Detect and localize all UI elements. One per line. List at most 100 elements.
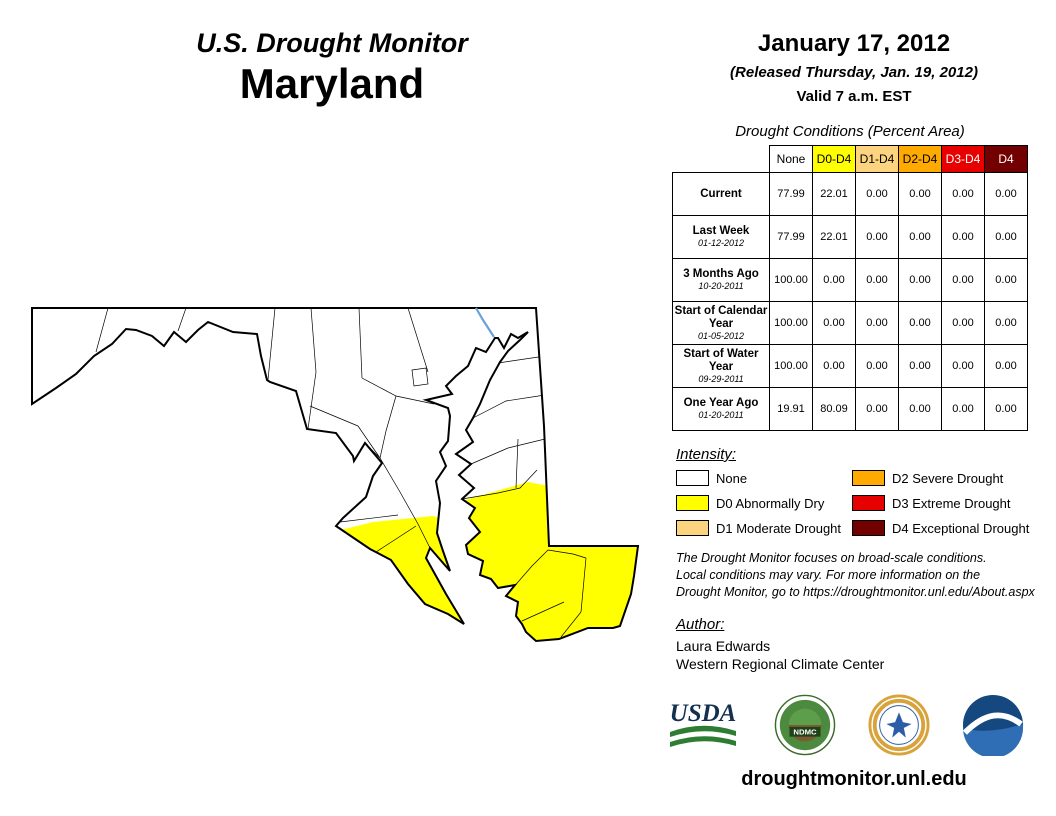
county-boundaries	[95, 308, 587, 638]
cell-value: 0.00	[984, 344, 1028, 388]
cell-value: 0.00	[941, 215, 985, 259]
cell-value: 0.00	[855, 258, 899, 302]
author-affiliation: Western Regional Climate Center	[676, 656, 885, 672]
susquehanna-river	[475, 307, 495, 338]
legend-swatch-d2	[852, 470, 885, 486]
col-header-d3-d4: D3-D4	[941, 145, 985, 173]
table-corner-cell	[673, 146, 770, 173]
d0-region-southern-maryland	[324, 516, 474, 641]
legend-label: D0 Abnormally Dry	[716, 496, 825, 511]
legend-item-d0: D0 Abnormally Dry	[676, 495, 846, 512]
table-row-start-calendar-year: Start of Calendar Year 01-05-2012 100.00 …	[672, 301, 1028, 345]
cell-value: 0.00	[812, 258, 856, 302]
cell-value: 19.91	[769, 387, 813, 431]
cell-value: 0.00	[984, 301, 1028, 345]
footer-url: droughtmonitor.unl.edu	[741, 768, 967, 790]
legend-label: None	[716, 471, 748, 486]
cell-value: 0.00	[855, 172, 899, 216]
cell-value: 0.00	[941, 258, 985, 302]
legend-swatch-d0	[676, 495, 709, 511]
cell-value: 77.99	[769, 172, 813, 216]
cell-value: 22.01	[812, 215, 856, 259]
legend-item-none: None	[676, 470, 846, 487]
noaa-logo	[962, 694, 1024, 756]
author-heading: Author:	[676, 616, 725, 633]
disclaimer-line: Local conditions may vary. For more info…	[676, 568, 981, 582]
legend-item-d4: D4 Exceptional Drought	[852, 520, 1032, 537]
legend-item-d2: D2 Severe Drought	[852, 470, 1032, 487]
cell-value: 0.00	[898, 215, 942, 259]
cell-value: 80.09	[812, 387, 856, 431]
cell-value: 0.00	[984, 258, 1028, 302]
legend-label: D1 Moderate Drought	[716, 521, 842, 536]
col-header-d4: D4	[984, 145, 1028, 173]
drought-conditions-table: None D0-D4 D1-D4 D2-D4 D3-D4 D4 Current …	[672, 145, 1028, 431]
cell-value: 0.00	[898, 172, 942, 216]
table-title: Drought Conditions (Percent Area)	[735, 123, 965, 140]
table-row-current: Current 77.99 22.01 0.00 0.00 0.00 0.00	[672, 172, 1028, 216]
cell-value: 0.00	[984, 172, 1028, 216]
cell-value: 77.99	[769, 215, 813, 259]
table-row-start-water-year: Start of Water Year 09-29-2011 100.00 0.0…	[672, 344, 1028, 388]
row-date: 10-20-2011	[698, 281, 744, 291]
row-label: Start of Calendar Year	[674, 304, 768, 330]
cell-value: 0.00	[941, 301, 985, 345]
valid-time: Valid 7 a.m. EST	[796, 88, 912, 105]
cell-value: 100.00	[769, 344, 813, 388]
cell-value: 0.00	[855, 215, 899, 259]
map-date: January 17, 2012	[757, 30, 951, 57]
row-date: 01-12-2012	[697, 238, 745, 248]
cell-value: 0.00	[855, 301, 899, 345]
state-outline	[31, 307, 640, 643]
legend-swatch-d4	[852, 520, 885, 536]
cell-value: 0.00	[898, 344, 942, 388]
legend-title: Intensity:	[676, 446, 737, 463]
cell-value: 0.00	[855, 387, 899, 431]
cell-value: 100.00	[769, 301, 813, 345]
cell-value: 0.00	[898, 258, 942, 302]
row-date: 09-29-2011	[698, 373, 744, 384]
table-row-3-months-ago: 3 Months Ago 10-20-2011 100.00 0.00 0.00 …	[672, 258, 1028, 302]
legend-item-d3: D3 Extreme Drought	[852, 495, 1032, 512]
ndmc-label: NDMC	[793, 728, 817, 737]
cell-value: 0.00	[984, 215, 1028, 259]
row-date: 01-20-2011	[698, 410, 744, 420]
cell-value: 0.00	[941, 387, 985, 431]
cell-value: 0.00	[941, 172, 985, 216]
report-title: U.S. Drought Monitor	[196, 28, 468, 58]
ndmc-logo: NDMC	[774, 694, 836, 756]
row-date: 01-05-2012	[697, 330, 745, 341]
author-name: Laura Edwards	[676, 638, 771, 654]
legend-label: D4 Exceptional Drought	[892, 521, 1030, 536]
table-row-last-week: Last Week 01-12-2012 77.99 22.01 0.00 0.0…	[672, 215, 1028, 259]
legend-swatch-d1	[676, 520, 709, 536]
col-header-none: None	[769, 145, 813, 173]
disclaimer-line: Drought Monitor, go to https://droughtmo…	[676, 585, 1035, 599]
table-header-row: None D0-D4 D1-D4 D2-D4 D3-D4 D4	[673, 145, 1028, 173]
d0-region-lower-eastern-shore	[458, 482, 638, 641]
maryland-drought-map	[31, 307, 640, 643]
row-label: Last Week	[692, 225, 750, 237]
cell-value: 0.00	[941, 344, 985, 388]
disclaimer-line: The Drought Monitor focuses on broad-sca…	[676, 551, 987, 565]
cell-value: 100.00	[769, 258, 813, 302]
commerce-logo	[868, 694, 930, 756]
cell-value: 0.00	[812, 301, 856, 345]
logo-row: USDA NDMC	[664, 690, 1024, 760]
row-label: Start of Water Year	[683, 347, 759, 373]
row-label: Current	[700, 187, 742, 200]
cell-value: 0.00	[898, 387, 942, 431]
legend-swatch-none	[676, 470, 709, 486]
col-header-d1-d4: D1-D4	[855, 145, 899, 173]
row-label: 3 Months Ago	[683, 268, 759, 280]
cell-value: 0.00	[898, 301, 942, 345]
cell-value: 22.01	[812, 172, 856, 216]
state-name: Maryland	[239, 60, 425, 107]
cell-value: 0.00	[984, 387, 1028, 431]
cell-value: 0.00	[855, 344, 899, 388]
legend-swatch-d3	[852, 495, 885, 511]
col-header-d0-d4: D0-D4	[812, 145, 856, 173]
svg-text:USDA: USDA	[670, 700, 737, 727]
legend-label: D3 Extreme Drought	[892, 496, 1011, 511]
